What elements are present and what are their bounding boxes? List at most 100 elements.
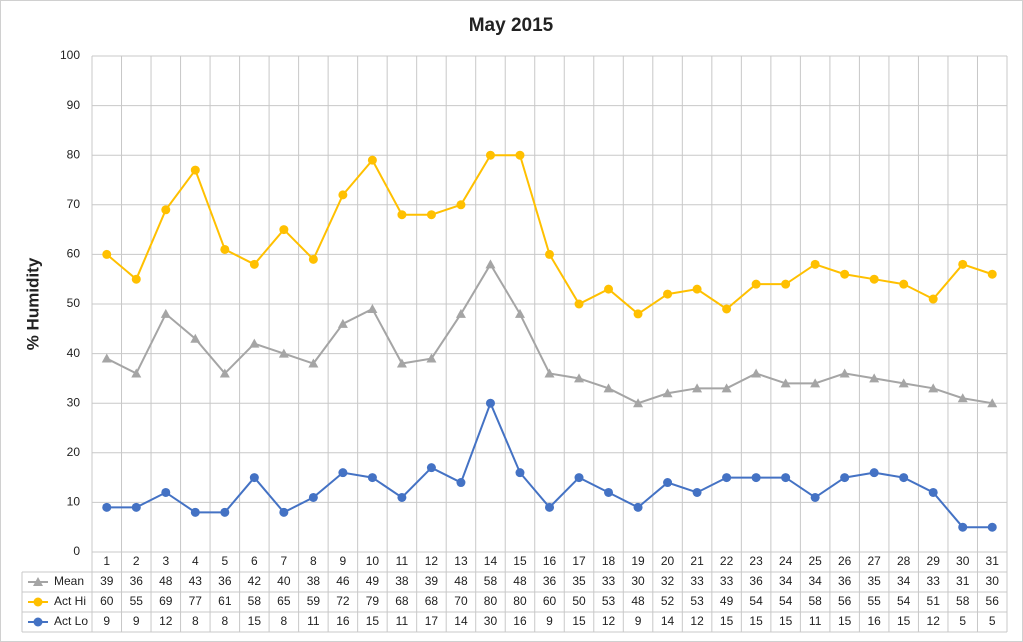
table-value: 36 xyxy=(130,574,144,588)
table-value: 68 xyxy=(425,594,439,608)
marker xyxy=(131,502,141,512)
table-value: 77 xyxy=(189,594,203,608)
marker xyxy=(397,210,407,220)
table-value: 30 xyxy=(631,574,645,588)
marker xyxy=(662,388,673,398)
x-tick-label: 21 xyxy=(690,554,704,568)
x-tick-label: 1 xyxy=(103,554,110,568)
marker xyxy=(899,473,909,483)
marker xyxy=(574,299,584,309)
table-value: 43 xyxy=(189,574,203,588)
legend-label: Act Hi xyxy=(54,594,86,608)
x-tick-label: 15 xyxy=(513,554,527,568)
table-value: 55 xyxy=(130,594,144,608)
table-value: 16 xyxy=(513,614,527,628)
table-value: 12 xyxy=(602,614,616,628)
table-value: 54 xyxy=(779,594,793,608)
marker xyxy=(604,487,614,497)
x-tick-label: 3 xyxy=(162,554,169,568)
table-value: 59 xyxy=(307,594,321,608)
table-value: 9 xyxy=(546,614,553,628)
marker xyxy=(987,269,997,279)
marker xyxy=(220,507,230,517)
table-value: 50 xyxy=(572,594,586,608)
marker xyxy=(131,368,142,378)
marker xyxy=(722,473,732,483)
y-tick-label: 20 xyxy=(67,445,81,459)
table-value: 34 xyxy=(779,574,793,588)
table-value: 48 xyxy=(631,594,645,608)
table-value: 15 xyxy=(572,614,586,628)
marker xyxy=(308,254,318,264)
marker xyxy=(279,225,289,235)
table-value: 8 xyxy=(192,614,199,628)
marker xyxy=(810,378,821,388)
marker xyxy=(485,259,496,269)
marker xyxy=(869,274,879,284)
marker xyxy=(839,368,850,378)
marker xyxy=(957,393,968,403)
marker xyxy=(928,294,938,304)
table-value: 53 xyxy=(690,594,704,608)
x-tick-label: 20 xyxy=(661,554,675,568)
marker xyxy=(840,473,850,483)
table-value: 70 xyxy=(454,594,468,608)
x-tick-label: 25 xyxy=(808,554,822,568)
x-tick-label: 30 xyxy=(956,554,970,568)
marker xyxy=(987,398,998,408)
x-tick-label: 16 xyxy=(543,554,557,568)
table-value: 34 xyxy=(808,574,822,588)
x-tick-label: 14 xyxy=(484,554,498,568)
table-value: 17 xyxy=(425,614,439,628)
marker xyxy=(190,165,200,175)
marker xyxy=(544,368,555,378)
table-value: 72 xyxy=(336,594,350,608)
table-value: 15 xyxy=(838,614,852,628)
marker xyxy=(456,200,466,210)
table-value: 15 xyxy=(248,614,262,628)
marker xyxy=(101,353,112,363)
table-value: 14 xyxy=(661,614,675,628)
y-tick-label: 100 xyxy=(60,48,80,62)
table-value: 52 xyxy=(661,594,675,608)
table-value: 69 xyxy=(159,594,173,608)
x-tick-label: 29 xyxy=(927,554,941,568)
marker xyxy=(426,353,437,363)
y-tick-label: 10 xyxy=(67,495,81,509)
table-value: 15 xyxy=(897,614,911,628)
marker xyxy=(928,383,939,393)
x-tick-label: 8 xyxy=(310,554,317,568)
marker xyxy=(219,368,230,378)
table-value: 12 xyxy=(927,614,941,628)
marker xyxy=(692,487,702,497)
table-value: 39 xyxy=(425,574,439,588)
x-tick-label: 7 xyxy=(281,554,288,568)
table-value: 35 xyxy=(572,574,586,588)
marker xyxy=(131,274,141,284)
table-value: 65 xyxy=(277,594,291,608)
x-tick-label: 13 xyxy=(454,554,468,568)
marker xyxy=(574,373,585,383)
marker xyxy=(397,492,407,502)
marker xyxy=(249,473,259,483)
y-tick-label: 60 xyxy=(67,247,81,261)
marker xyxy=(485,398,495,408)
x-tick-label: 5 xyxy=(221,554,228,568)
marker xyxy=(545,249,554,259)
table-value: 8 xyxy=(221,614,228,628)
marker xyxy=(604,284,614,294)
y-tick-label: 50 xyxy=(67,296,81,310)
marker xyxy=(574,473,584,483)
y-tick-label: 0 xyxy=(73,544,80,558)
marker xyxy=(515,150,525,160)
marker xyxy=(337,318,348,328)
table-value: 11 xyxy=(396,614,409,628)
x-tick-label: 6 xyxy=(251,554,258,568)
table-value: 42 xyxy=(248,574,262,588)
marker xyxy=(751,368,762,378)
marker xyxy=(308,492,318,502)
marker xyxy=(249,259,259,269)
marker xyxy=(781,473,791,483)
table-value: 56 xyxy=(986,594,1000,608)
